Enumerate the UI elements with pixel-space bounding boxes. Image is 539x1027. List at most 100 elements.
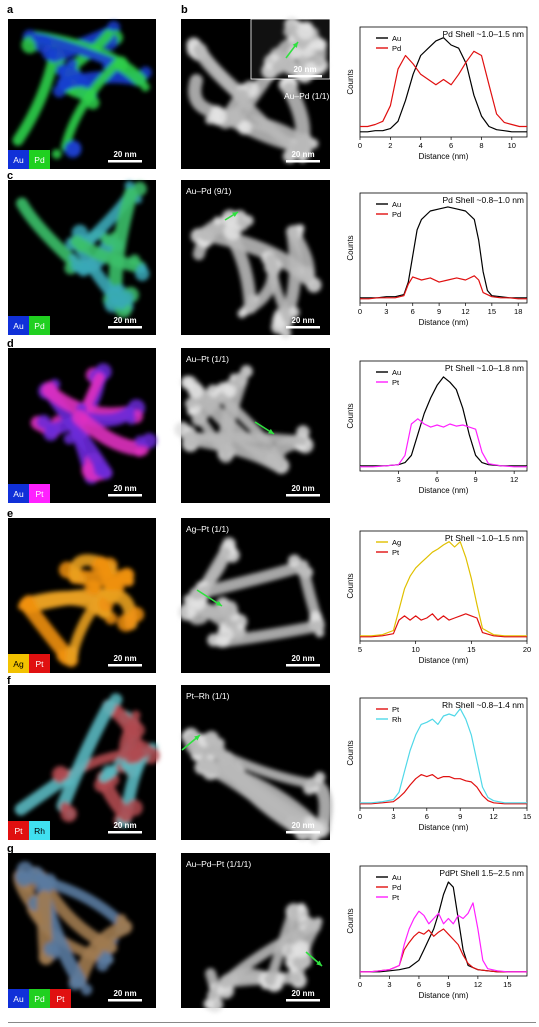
x-tick-label: 4 — [419, 141, 423, 150]
x-tick-label: 6 — [425, 812, 429, 821]
eds-legend-pt: Pt — [50, 989, 71, 1008]
eds-legend-label: Au — [13, 489, 24, 499]
eds-legend-rh: Rh — [29, 821, 50, 840]
eds-legend-pd: Pd — [29, 316, 50, 335]
x-tick-label: 6 — [411, 307, 415, 316]
series-line-pt — [360, 902, 527, 973]
series-line-rh — [360, 708, 527, 804]
plot-frame — [359, 192, 528, 304]
eds-legend-pt: Pt — [29, 484, 50, 503]
plot-frame — [359, 530, 528, 642]
haadf-scale-bar — [286, 160, 320, 163]
x-tick-label: 9 — [474, 475, 478, 484]
haadf-scale-label: 20 nm — [291, 150, 314, 159]
legend-label: Pd — [392, 883, 401, 892]
x-tick-label: 0 — [358, 980, 362, 989]
eds-legend-label: Pd — [34, 994, 45, 1004]
x-tick-label: 5 — [358, 645, 362, 654]
x-tick-label: 12 — [510, 475, 518, 484]
x-tick-label: 9 — [458, 812, 462, 821]
eds-scale-bar — [108, 664, 142, 667]
series-line-pt — [360, 613, 527, 638]
haadf-image-a: 20 nm Au–Pd (1/1) 20 nm — [181, 17, 331, 169]
series-line-pd — [360, 275, 527, 300]
eds-legend-label: Au — [13, 994, 24, 1004]
x-axis-label: Distance (nm) — [419, 823, 469, 832]
x-tick-label: 0 — [358, 307, 362, 316]
haadf-network — [174, 365, 314, 474]
x-tick-label: 0 — [358, 812, 362, 821]
eds-legend-swatch — [50, 989, 71, 1008]
eds-legend-label: Pt — [35, 659, 44, 669]
eds-scale-label: 20 nm — [113, 654, 136, 663]
panel-letter-d: d — [7, 338, 14, 350]
haadf-network — [203, 902, 323, 1013]
x-tick-label: 10 — [508, 141, 516, 150]
eds-legend-swatch — [29, 150, 50, 169]
panel-letter-e: e — [7, 508, 13, 520]
series-line-ag — [360, 541, 527, 637]
y-axis-label: Counts — [346, 69, 355, 94]
eds-legend-au: Au — [8, 484, 29, 503]
chart-legend-pt: Pt — [376, 378, 400, 387]
eds-legend-swatch — [8, 316, 29, 335]
eds-scale-label: 20 nm — [113, 821, 136, 830]
legend-label: Au — [392, 368, 401, 377]
plot-frame — [359, 697, 528, 809]
eds-legend-au: Au — [8, 316, 29, 335]
haadf-network — [178, 537, 325, 648]
haadf-scale-label: 20 nm — [291, 484, 314, 493]
bottom-rule — [8, 1022, 536, 1023]
legend-label: Pt — [392, 893, 400, 902]
eds-scale-label: 20 nm — [113, 484, 136, 493]
eds-legend-swatch — [8, 821, 29, 840]
plot-frame — [359, 865, 528, 977]
haadf-scale-bar — [286, 664, 320, 667]
panel-letter-c: c — [7, 170, 13, 182]
series-line-pd — [360, 50, 527, 128]
chart-title: Pt Shell ~1.0–1.8 nm — [445, 363, 524, 373]
eds-scale-bar — [108, 326, 142, 329]
haadf-label: Au–Pt (1/1) — [186, 354, 229, 364]
haadf-label: Ag–Pt (1/1) — [186, 524, 229, 534]
panel-letter-g: g — [7, 843, 14, 855]
haadf-scale-label: 20 nm — [291, 316, 314, 325]
eds-scale-bar — [108, 999, 142, 1002]
chart-legend-ag: Ag — [376, 538, 401, 547]
eds-map-network — [12, 20, 152, 159]
eds-scale-label: 20 nm — [113, 989, 136, 998]
plot-frame — [359, 26, 528, 138]
eds-scale-bar — [108, 831, 142, 834]
haadf-label: Au–Pd–Pt (1/1/1) — [186, 859, 251, 869]
legend-label: Pd — [392, 210, 401, 219]
x-tick-label: 3 — [391, 812, 395, 821]
legend-label: Pd — [392, 44, 401, 53]
haadf-inset: 20 nm — [250, 17, 331, 84]
chart-legend-pt: Pt — [376, 548, 400, 557]
eds-scale-bar — [108, 494, 142, 497]
haadf-image-d: Au–Pt (1/1) 20 nm — [174, 348, 330, 503]
legend-label: Au — [392, 200, 401, 209]
x-tick-label: 0 — [358, 141, 362, 150]
x-tick-label: 12 — [461, 307, 469, 316]
legend-label: Au — [392, 873, 401, 882]
eds-legend-swatch — [29, 316, 50, 335]
eds-map-e: Ag Pt 20 nm — [8, 518, 156, 673]
chart-title: Pd Shell ~0.8–1.0 nm — [442, 195, 524, 205]
y-axis-label: Counts — [346, 573, 355, 598]
haadf-network — [181, 727, 333, 844]
x-axis-label: Distance (nm) — [419, 991, 469, 1000]
eds-map-network — [16, 180, 150, 318]
legend-label: Pt — [392, 378, 400, 387]
y-axis-label: Counts — [346, 740, 355, 765]
eds-map-network — [13, 861, 133, 996]
series-line-pd — [360, 928, 527, 973]
x-tick-label: 6 — [435, 475, 439, 484]
series-line-pt — [360, 774, 527, 805]
line-scan-arrow — [305, 951, 323, 967]
eds-scale-label: 20 nm — [113, 316, 136, 325]
panel-letter-f: f — [7, 675, 11, 687]
